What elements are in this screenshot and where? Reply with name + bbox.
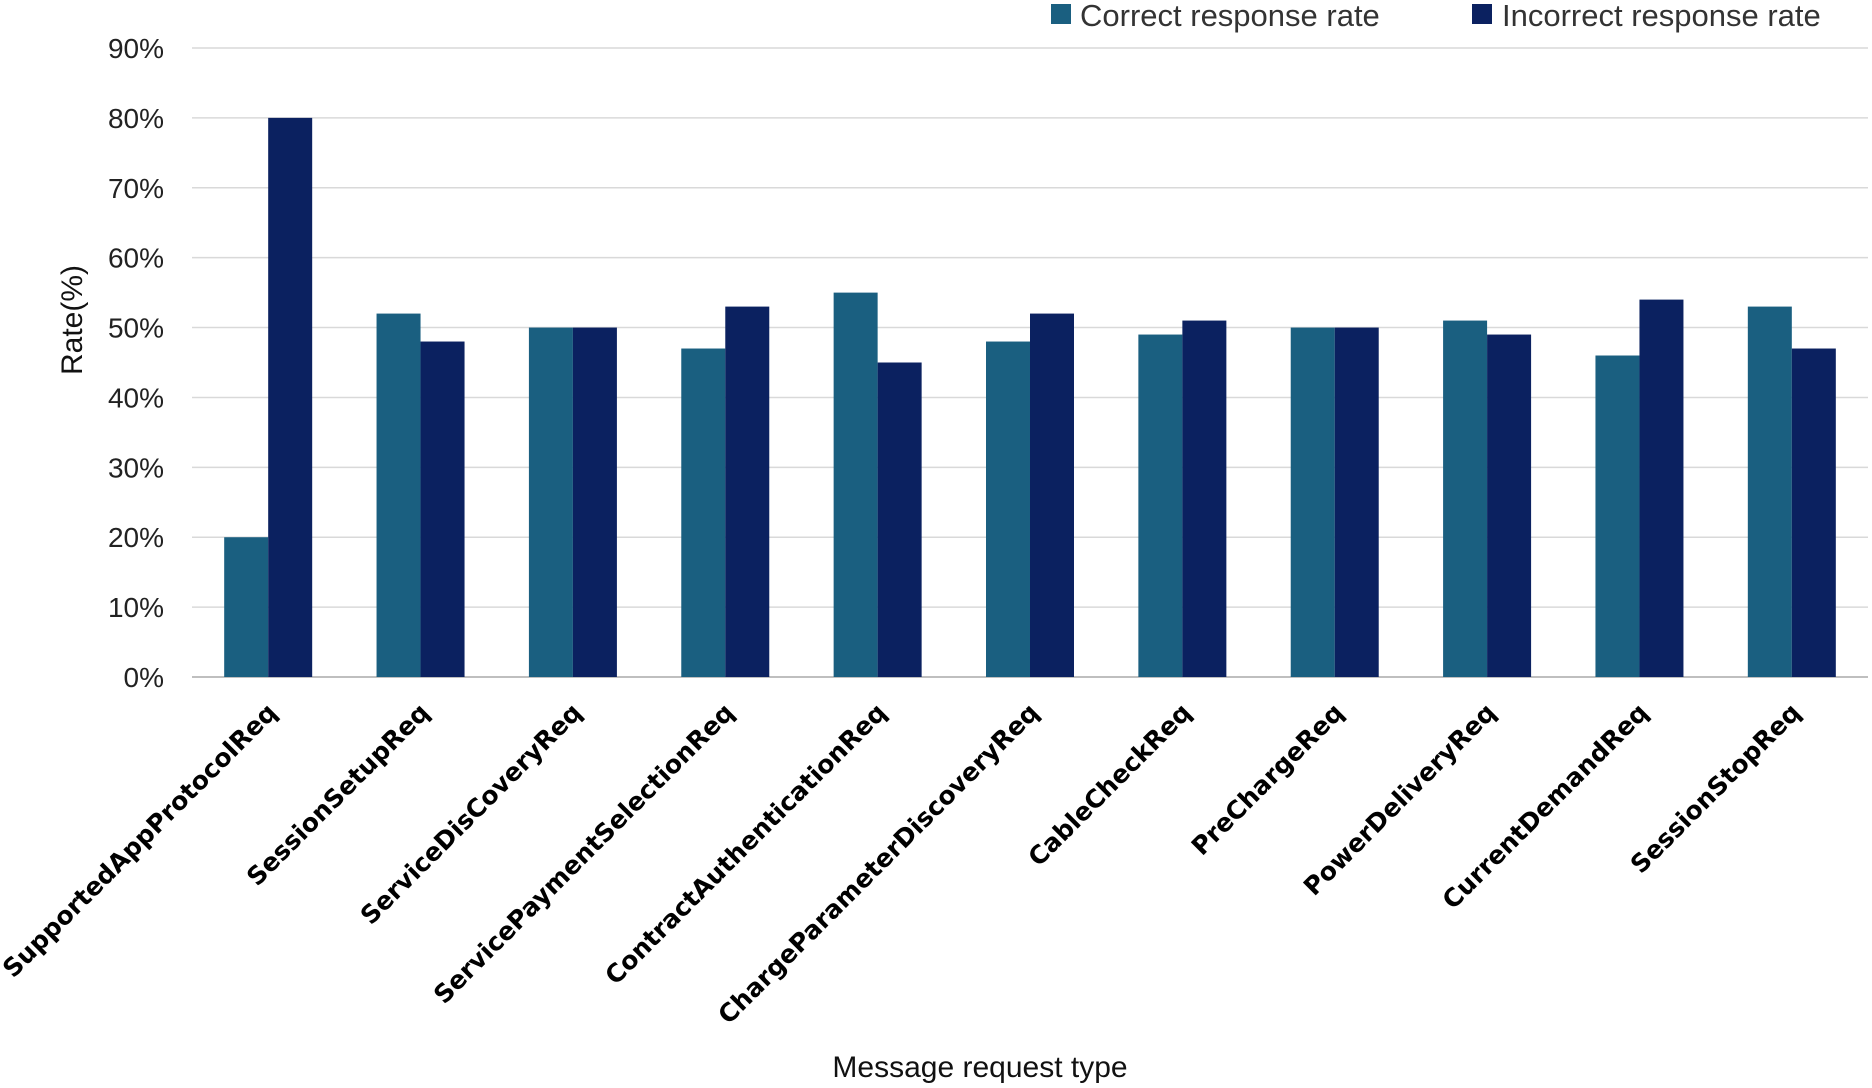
x-axis-title: Message request type (832, 1051, 1127, 1084)
bar-correct-SupportedAppProtocolReq (224, 537, 269, 677)
bar-incorrect-SupportedAppProtocolReq (268, 117, 313, 677)
bar-correct-PreChargeReq (1290, 327, 1335, 677)
bar-correct-SessionStopReq (1747, 306, 1792, 677)
bar-correct-PowerDeliveryReq (1443, 320, 1488, 677)
y-tick-label: 60% (108, 243, 164, 274)
legend-label-correct: Correct response rate (1080, 0, 1380, 33)
x-tick-label: ChargeParameterDiscoveryReq (712, 698, 1044, 1030)
legend-swatch-incorrect (1472, 4, 1492, 24)
bars (224, 117, 1836, 677)
y-tick-label: 0% (124, 662, 164, 693)
legend: Correct response rate Incorrect response… (1051, 0, 1821, 33)
y-tick-label: 70% (108, 173, 164, 204)
bar-correct-ContractAuthenticationReq (833, 292, 878, 677)
bar-incorrect-ContractAuthenticationReq (877, 362, 922, 677)
y-tick-label: 90% (108, 33, 164, 64)
legend-label-incorrect: Incorrect response rate (1502, 0, 1821, 33)
bar-incorrect-CableCheckReq (1182, 320, 1227, 677)
x-tick-label: SupportedAppProtocolReq (0, 698, 282, 983)
x-tick-label: PreChargeReq (1186, 698, 1349, 861)
y-tick-label: 80% (108, 103, 164, 134)
y-tick-label: 40% (108, 382, 164, 413)
x-tick-label: ServicePaymentSelectionReq (428, 698, 740, 1010)
y-tick-label: 30% (108, 452, 164, 483)
bar-incorrect-PreChargeReq (1334, 327, 1379, 677)
bar-correct-ChargeParameterDiscoveryReq (986, 341, 1030, 677)
bar-correct-ServicePaymentSelectionReq (681, 348, 726, 677)
bar-incorrect-ServicePaymentSelectionReq (725, 306, 770, 677)
bar-incorrect-ChargeParameterDiscoveryReq (1030, 313, 1074, 677)
x-axis-category-labels: SupportedAppProtocolReqSessionSetupReqSe… (0, 698, 1806, 1030)
bar-correct-CurrentDemandReq (1595, 355, 1640, 677)
x-tick-label: CableCheckReq (1022, 698, 1196, 872)
bar-incorrect-CurrentDemandReq (1639, 299, 1684, 677)
bar-correct-ServiceDisCoveryReq (528, 327, 573, 677)
legend-swatch-correct (1051, 4, 1071, 24)
bar-incorrect-SessionSetupReq (420, 341, 465, 677)
bar-incorrect-ServiceDisCoveryReq (572, 327, 617, 677)
x-tick-label: SessionStopReq (1625, 698, 1806, 879)
y-tick-label: 20% (108, 522, 164, 553)
bar-correct-CableCheckReq (1138, 334, 1183, 677)
y-axis-ticks: 0% 10% 20% 30% 40% 50% 60% 70% 80% 90% (108, 33, 164, 693)
bar-correct-SessionSetupReq (376, 313, 421, 677)
y-tick-label: 10% (108, 592, 164, 623)
y-axis-title: Rate(%) (56, 265, 89, 375)
x-tick-label: ContractAuthenticationReq (599, 698, 892, 991)
bar-incorrect-PowerDeliveryReq (1487, 334, 1532, 677)
y-tick-label: 50% (108, 313, 164, 344)
bar-incorrect-SessionStopReq (1791, 348, 1836, 677)
